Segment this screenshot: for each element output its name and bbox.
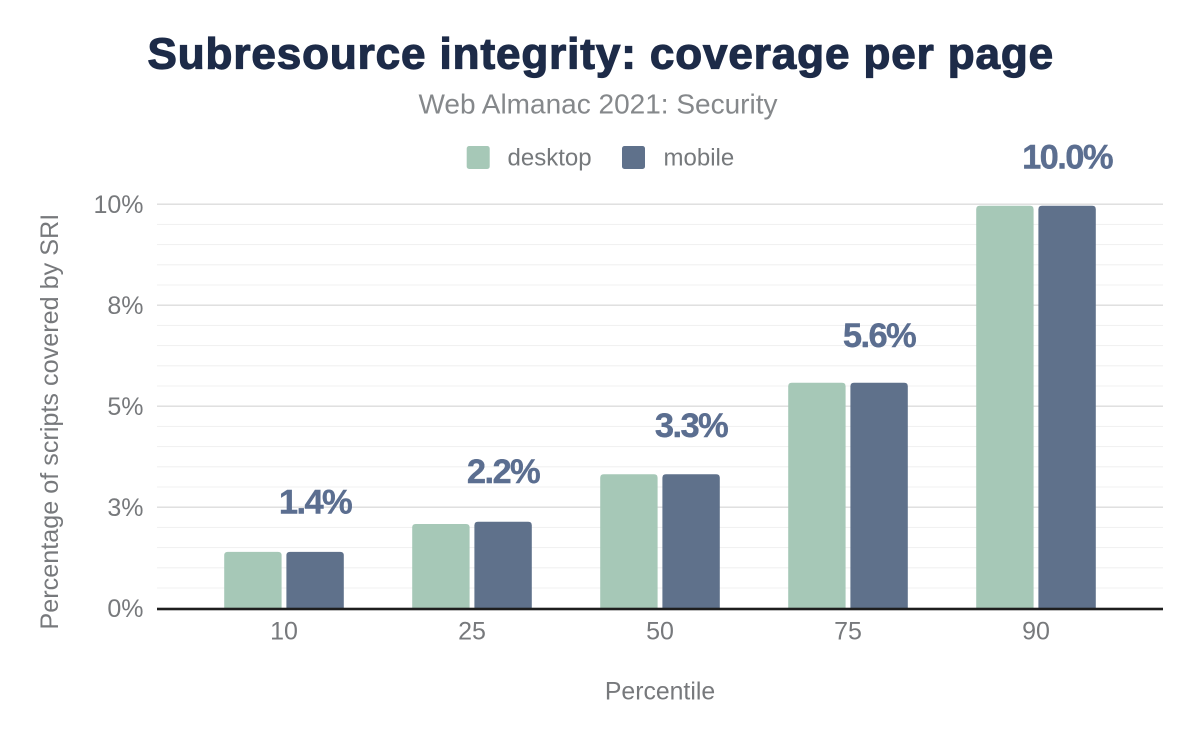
svg-text:8%: 8% [107,292,143,320]
svg-text:50: 50 [646,618,674,646]
svg-text:10: 10 [270,618,298,646]
svg-text:25: 25 [458,618,486,646]
svg-text:5.6%: 5.6% [843,317,916,355]
svg-text:desktop: desktop [508,145,592,172]
svg-text:3%: 3% [107,494,143,522]
svg-text:1.4%: 1.4% [279,483,352,521]
svg-text:Percentile: Percentile [605,679,715,706]
svg-text:10.0%: 10.0% [1022,138,1113,176]
svg-text:Percentage of scripts covered: Percentage of scripts covered by SRI [36,214,64,630]
svg-text:0%: 0% [107,595,143,623]
svg-text:Web Almanac 2021: Security: Web Almanac 2021: Security [418,88,777,119]
svg-text:10%: 10% [93,191,143,219]
svg-text:2.2%: 2.2% [467,453,540,491]
svg-text:Subresource integrity: coverag: Subresource integrity: coverage per page [148,30,1055,79]
svg-text:5%: 5% [107,393,143,421]
svg-text:90: 90 [1022,618,1050,646]
svg-text:75: 75 [834,618,862,646]
svg-text:3.3%: 3.3% [655,407,728,445]
svg-text:mobile: mobile [664,145,735,172]
